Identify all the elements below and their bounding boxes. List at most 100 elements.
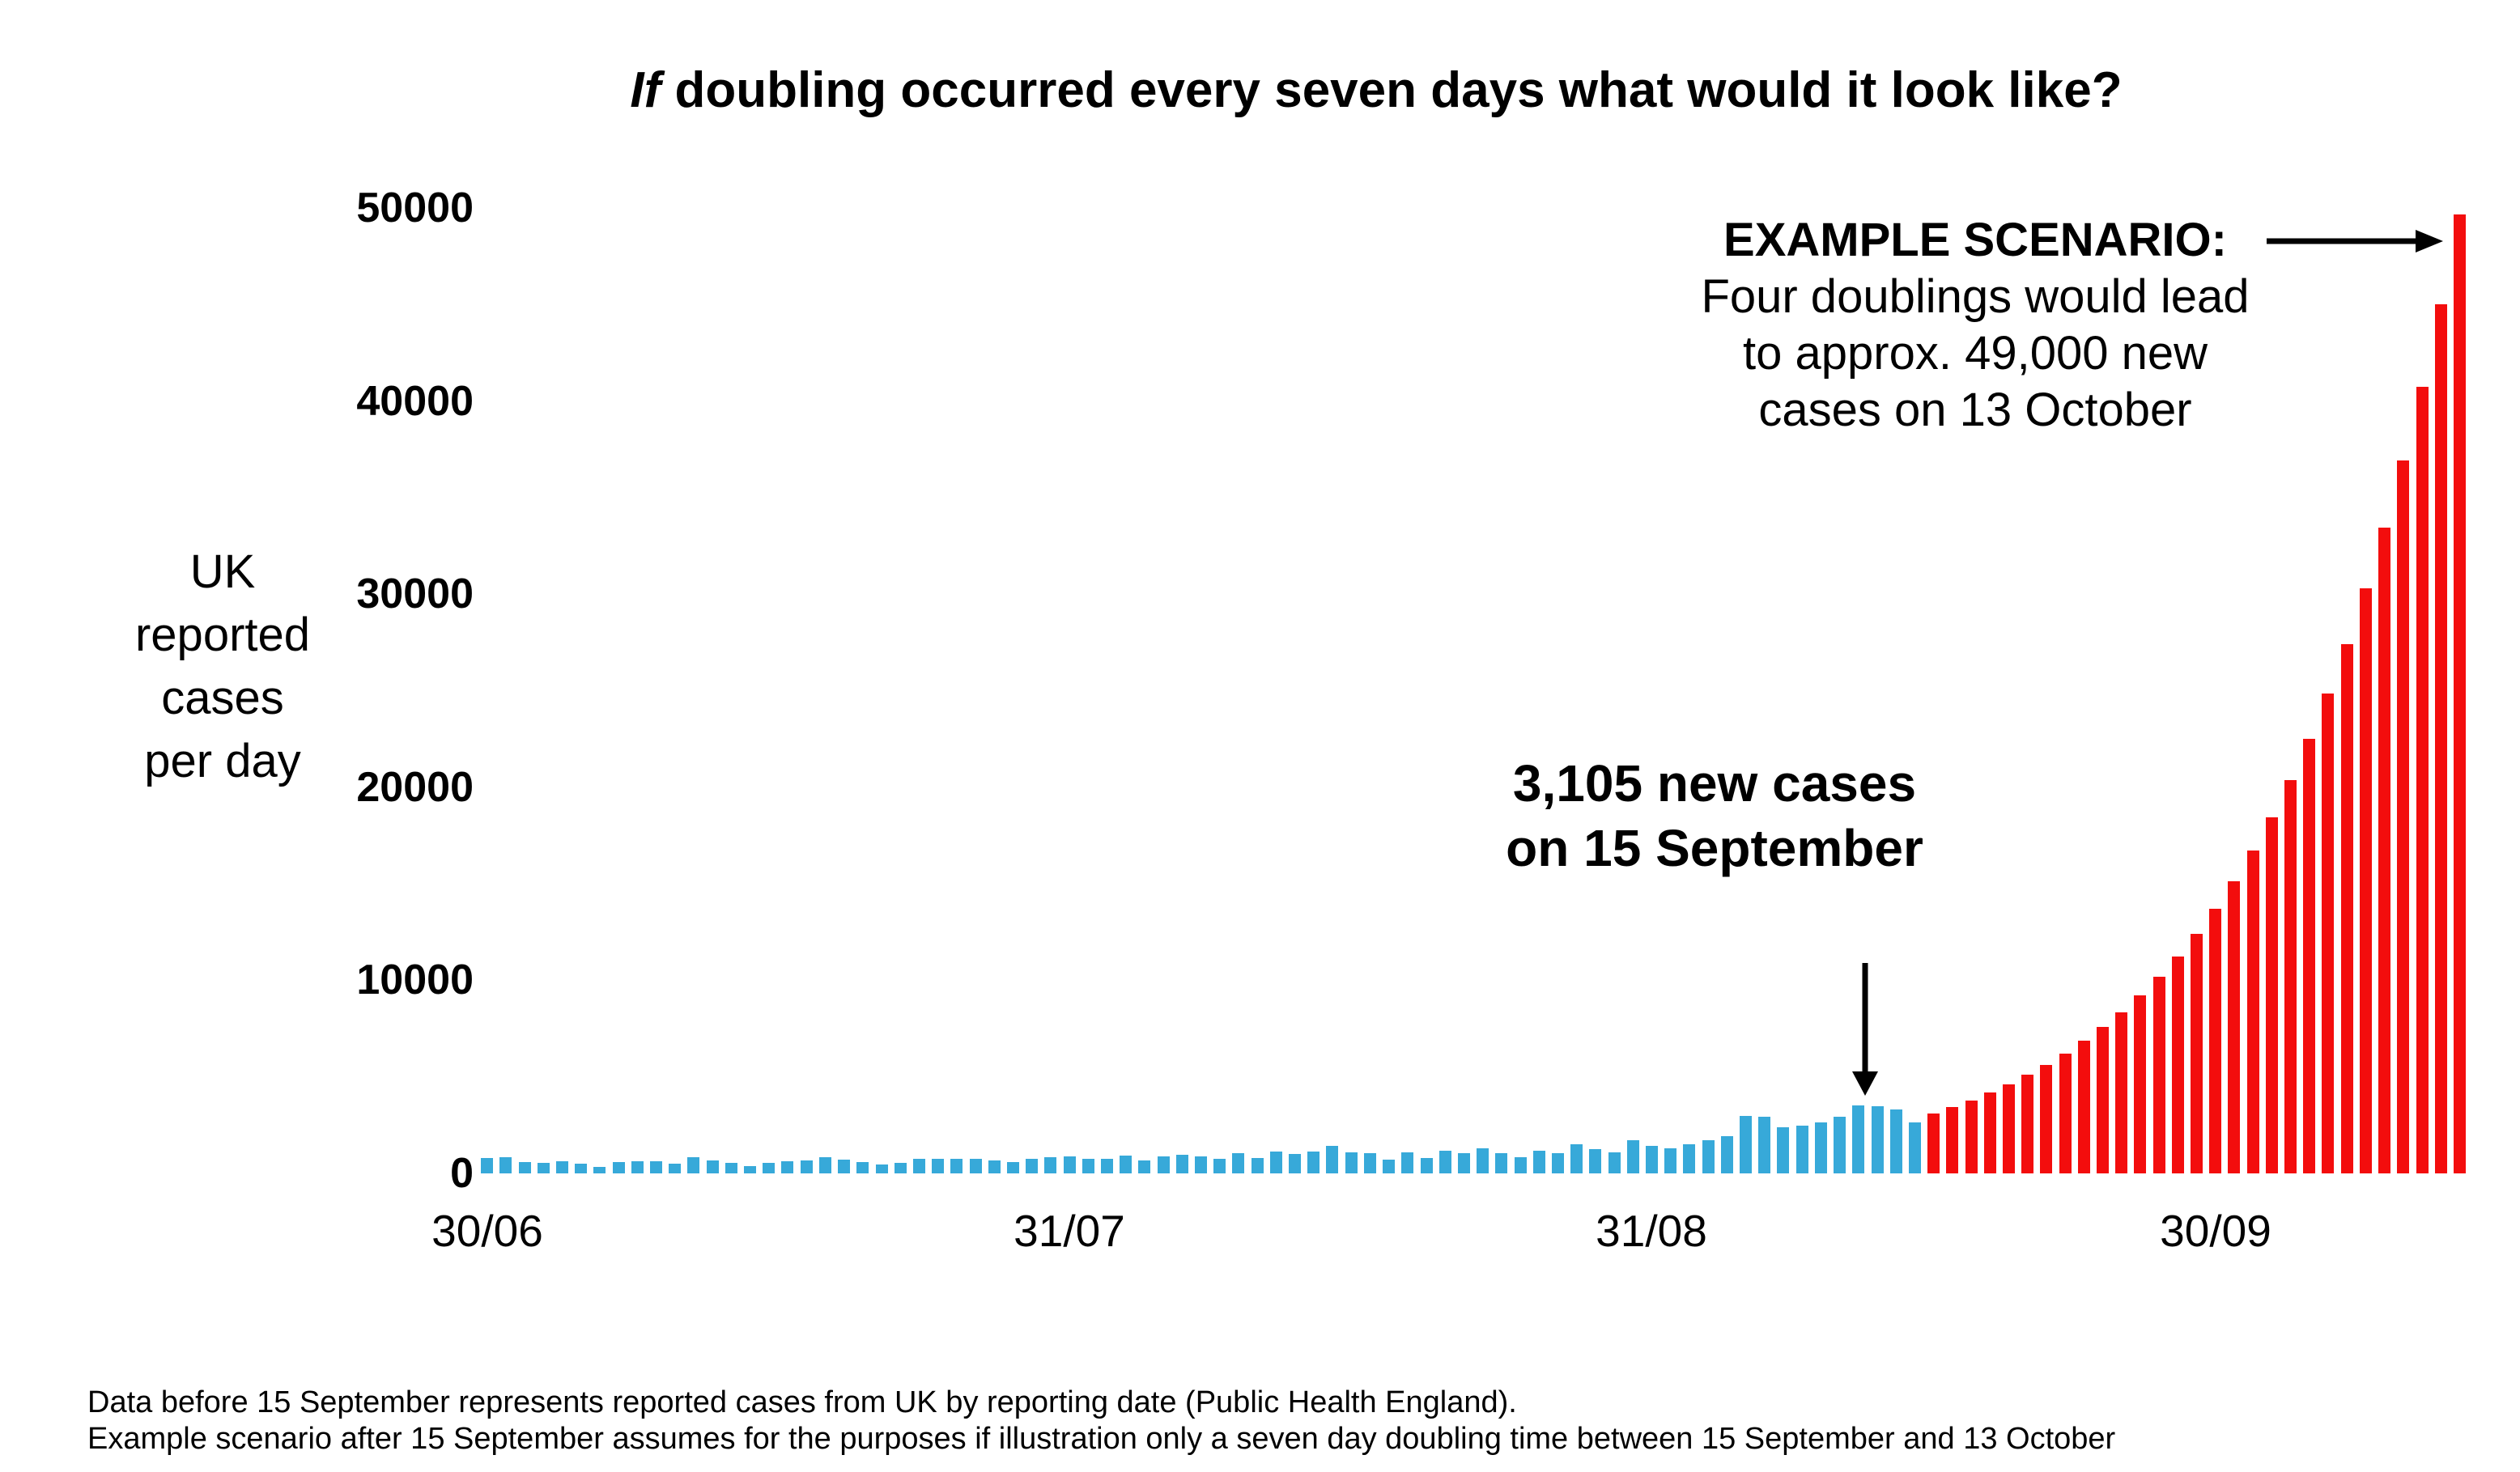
bar [1026,1159,1039,1173]
bar [669,1164,682,1173]
bar [1646,1146,1658,1173]
bar [555,1161,568,1173]
footnote-line-2: Example scenario after 15 September assu… [87,1422,2116,1456]
y-tick-label: 40000 [356,378,474,425]
bar [499,1157,512,1173]
bar [1345,1152,1358,1173]
bar [725,1163,737,1173]
bar [1683,1144,1696,1173]
bar [912,1159,925,1173]
bar [894,1163,907,1173]
bar [2265,817,2278,1173]
bar [800,1160,813,1173]
bar [1363,1153,1376,1173]
bar [1664,1148,1677,1173]
bar [1608,1152,1621,1173]
bar [2228,881,2241,1173]
bar [1063,1156,1076,1173]
bar [763,1163,776,1173]
bar [1814,1122,1827,1173]
bar [1758,1117,1771,1173]
bar [2209,909,2222,1173]
bar [2077,1041,2090,1173]
bar [1889,1109,1902,1173]
bar [518,1162,531,1173]
bar [1326,1146,1339,1173]
bar [1383,1160,1396,1173]
bar [1477,1148,1489,1173]
bar [2097,1027,2109,1173]
bar [1006,1162,1019,1173]
bar [650,1161,662,1173]
bar [1570,1144,1583,1173]
x-tick-label: 31/07 [1014,1206,1125,1256]
bar [2434,304,2447,1173]
bar [2021,1075,2034,1173]
bar [2453,214,2466,1173]
chart-title: If doubling occurred every seven days wh… [518,62,2234,119]
bar [969,1159,982,1173]
bar [2340,644,2353,1173]
bar [2397,460,2410,1173]
y-tick-label: 50000 [356,185,474,231]
bar [1157,1156,1170,1173]
y-tick-label: 0 [450,1150,474,1197]
bar [1120,1156,1133,1173]
bar [932,1159,945,1173]
bar [1082,1159,1094,1173]
bar [2359,588,2372,1173]
bar [687,1157,700,1173]
y-axis-title: UK reported cases per day [134,545,311,787]
y-tick-label: 10000 [356,957,474,1003]
bar [1457,1153,1470,1173]
bar [2191,934,2203,1173]
annotation-example-scenario: EXAMPLE SCENARIO: Four doublings would l… [1696,212,2254,439]
bar [631,1161,644,1173]
bar [1740,1116,1752,1173]
bar [1927,1114,1940,1173]
bar [1138,1160,1151,1173]
annotation-3105-cases: 3,105 new cases on 15 September [1506,754,1923,877]
bar [1965,1101,1978,1173]
bar [2378,528,2391,1173]
bar [1834,1117,1846,1173]
bar [2152,977,2165,1173]
bar [1871,1106,1884,1173]
bar [1438,1151,1451,1173]
bar [1307,1152,1320,1173]
bar [2115,1012,2128,1173]
bar [1702,1140,1715,1173]
bar [1232,1153,1245,1173]
bar [575,1164,588,1173]
bar [1852,1105,1865,1173]
example-scenario-body: Four doublings would lead to approx. 49,… [1701,270,2250,436]
bar [2416,387,2429,1173]
bar [988,1160,1001,1173]
bar [2322,694,2335,1173]
bar [2171,957,2184,1173]
bar [1195,1156,1207,1173]
bar [2303,739,2316,1173]
x-tick-label: 31/08 [1596,1206,1707,1256]
example-scenario-heading: EXAMPLE SCENARIO: [1723,214,2227,266]
down-arrow-icon [1852,963,1878,1096]
bar [1495,1153,1508,1173]
bar [706,1160,719,1173]
bar [612,1162,625,1173]
bar [781,1161,794,1173]
bar [1401,1152,1414,1173]
bar [2134,995,2147,1173]
x-tick-label: 30/09 [2160,1206,2271,1256]
bar [1720,1136,1733,1173]
bar [481,1158,494,1173]
bar [1626,1140,1639,1173]
bar [2246,851,2259,1173]
bar [818,1157,831,1173]
bar [1101,1159,1113,1173]
footnote-line-1: Data before 15 September represents repo… [87,1385,1517,1419]
bar [1269,1152,1282,1173]
bar [744,1166,756,1173]
chart-title-rest: doubling occurred every seven days what … [661,62,2123,118]
bar [537,1163,550,1173]
